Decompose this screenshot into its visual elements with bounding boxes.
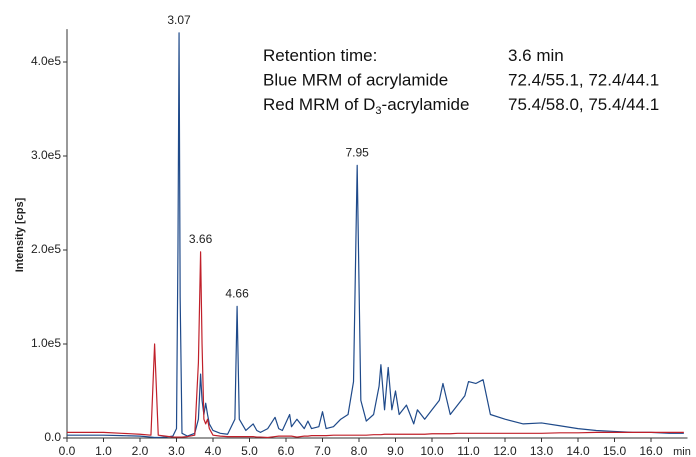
y-tick-label: 1.0e5 bbox=[31, 336, 61, 350]
peak-label: 3.07 bbox=[167, 13, 191, 27]
x-tick-label: 9.0 bbox=[387, 444, 404, 457]
peak-label: 7.95 bbox=[345, 146, 369, 160]
info-label-part: -acrylamide bbox=[382, 95, 470, 114]
x-axis-label: min bbox=[673, 446, 691, 457]
x-tick-label: 2.0 bbox=[132, 444, 149, 457]
x-tick-label: 1.0 bbox=[95, 444, 112, 457]
y-axis-label: Intensity [cps] bbox=[14, 197, 26, 272]
x-tick-label: 0.0 bbox=[59, 444, 76, 457]
x-tick-label: 11.0 bbox=[457, 444, 480, 457]
info-label-part: Blue MRM of acrylamide bbox=[263, 71, 448, 90]
info-label: Retention time: bbox=[263, 46, 377, 65]
series-line bbox=[67, 32, 684, 439]
peak-label: 3.66 bbox=[189, 232, 213, 246]
info-label-part: 3 bbox=[375, 105, 381, 117]
x-tick-label: 10.0 bbox=[420, 444, 444, 457]
x-tick-label: 16.0 bbox=[639, 444, 663, 457]
x-tick-label: 7.0 bbox=[314, 444, 331, 457]
info-value: 75.4/58.0, 75.4/44.1 bbox=[508, 95, 659, 114]
info-label-part: Red MRM of D bbox=[263, 95, 375, 114]
x-tick-label: 12.0 bbox=[493, 444, 517, 457]
info-value: 72.4/55.1, 72.4/44.1 bbox=[508, 71, 659, 90]
info-label-part: Retention time: bbox=[263, 46, 377, 65]
x-tick-label: 13.0 bbox=[530, 444, 554, 457]
info-label: Red MRM of D3-acrylamide bbox=[263, 95, 469, 117]
x-tick-label: 15.0 bbox=[603, 444, 627, 457]
x-tick-label: 6.0 bbox=[278, 444, 295, 457]
x-tick-label: 5.0 bbox=[241, 444, 258, 457]
x-tick-label: 4.0 bbox=[205, 444, 222, 457]
x-tick-label: 14.0 bbox=[566, 444, 590, 457]
x-tick-label: 8.0 bbox=[351, 444, 368, 457]
series-line bbox=[67, 251, 684, 439]
y-tick-label: 0.0 bbox=[44, 430, 61, 444]
x-tick-label: 3.0 bbox=[168, 444, 185, 457]
info-label: Blue MRM of acrylamide bbox=[263, 71, 448, 90]
y-tick-label: 4.0e5 bbox=[31, 54, 61, 68]
y-tick-label: 3.0e5 bbox=[31, 148, 61, 162]
peak-label: 4.66 bbox=[225, 287, 249, 301]
info-value: 3.6 min bbox=[508, 46, 564, 65]
y-tick-label: 2.0e5 bbox=[31, 242, 61, 256]
